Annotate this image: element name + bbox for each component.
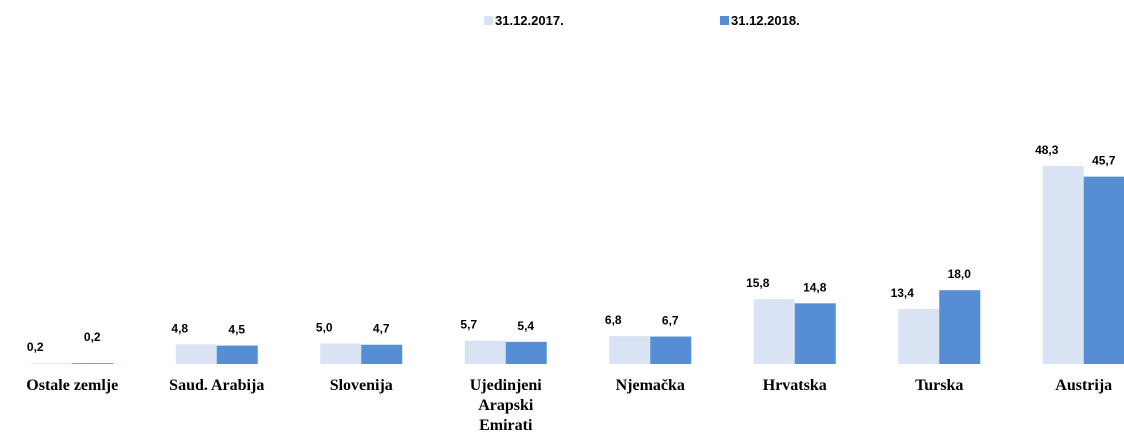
x-tick-label: Ujedinjeni Arapski Emirati xyxy=(469,377,542,434)
x-tick-label: Austrija xyxy=(1055,377,1113,394)
x-tick-label: Slovenija xyxy=(329,377,393,394)
bar xyxy=(464,340,506,364)
bar xyxy=(794,303,836,364)
data-label: 15,8 xyxy=(746,276,770,290)
bar xyxy=(31,363,73,364)
data-label: 5,0 xyxy=(316,321,333,335)
x-tick-label: Saud. Arabija xyxy=(169,377,265,394)
bar xyxy=(216,345,258,364)
data-label: 6,8 xyxy=(605,313,622,327)
bar xyxy=(72,363,114,364)
bar xyxy=(1083,176,1124,364)
legend-label: 31.12.2017. xyxy=(495,13,564,28)
data-label: 4,5 xyxy=(228,323,245,337)
legend-swatch xyxy=(484,16,493,25)
bar xyxy=(505,341,547,364)
bar xyxy=(753,299,795,364)
data-label: 45,7 xyxy=(1092,154,1116,168)
data-label: 0,2 xyxy=(27,340,44,354)
bar xyxy=(361,344,403,364)
bar xyxy=(320,343,362,364)
legend-swatch xyxy=(720,16,729,25)
data-label: 48,3 xyxy=(1035,143,1059,157)
data-label: 4,8 xyxy=(171,321,188,335)
data-label: 5,7 xyxy=(460,318,477,332)
legend-label: 31.12.2018. xyxy=(731,13,800,28)
bar xyxy=(609,336,651,364)
bar xyxy=(939,290,981,364)
x-tick-label: Hrvatska xyxy=(762,377,827,394)
data-label: 14,8 xyxy=(803,280,827,294)
data-label: 18,0 xyxy=(948,267,972,281)
x-tick-label: Njemačka xyxy=(615,377,685,394)
data-label: 5,4 xyxy=(517,319,534,333)
x-tick-label: Ostale zemlje xyxy=(26,377,119,394)
bar xyxy=(1042,165,1084,364)
data-label: 0,2 xyxy=(84,330,101,344)
data-label: 6,7 xyxy=(662,314,679,328)
bar xyxy=(650,336,692,364)
data-label: 4,7 xyxy=(373,322,390,336)
bar xyxy=(898,309,940,364)
x-tick-label: Turska xyxy=(915,377,964,394)
bar xyxy=(175,344,217,364)
data-label: 13,4 xyxy=(891,286,915,300)
